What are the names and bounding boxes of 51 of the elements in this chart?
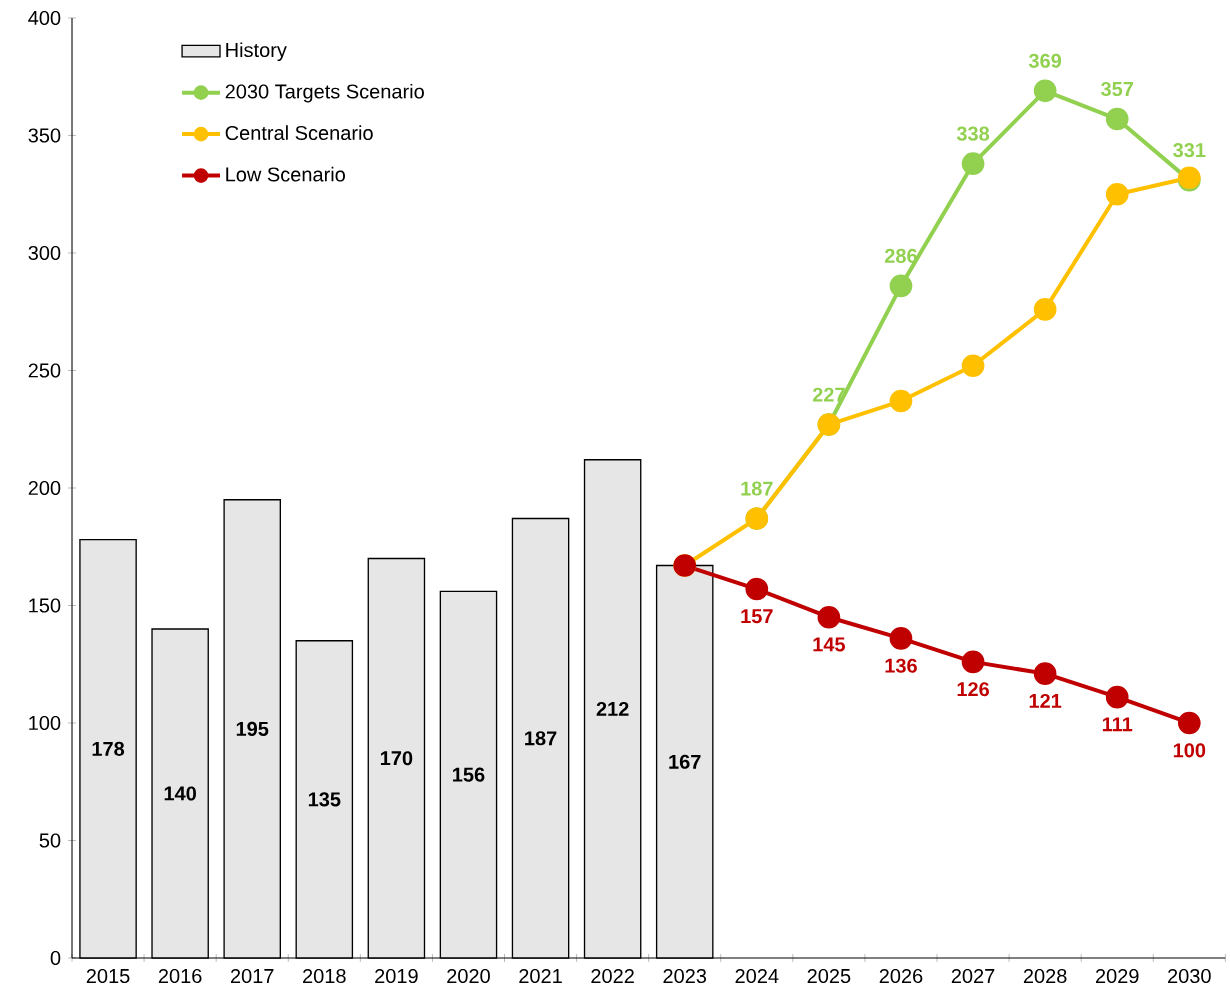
y-tick-label: 400 (28, 10, 61, 26)
legend-label: Low Scenario (226, 166, 345, 182)
x-tick-label: 2017 (230, 968, 274, 984)
x-tick-label: 2024 (735, 968, 779, 984)
data-label: 121 (1029, 693, 1062, 708)
x-tick-label: 2030 (1168, 968, 1211, 984)
legend-label: 2030 Targets Scenario (225, 83, 424, 103)
data-label: 357 (1100, 81, 1134, 97)
data-label: 140 (164, 786, 196, 801)
legend-label: History (226, 42, 287, 62)
y-tick-label: 250 (28, 363, 61, 378)
x-tick-label: 2027 (951, 968, 995, 984)
x-tick-label: 2028 (1023, 968, 1067, 984)
y-tick-label: 350 (28, 128, 61, 143)
data-label: 178 (92, 741, 125, 756)
data-label: 369 (1028, 53, 1062, 68)
data-label: 338 (956, 126, 990, 141)
data-label: 135 (308, 792, 341, 807)
data-label: 286 (884, 248, 917, 263)
x-tick-label: 2026 (879, 968, 923, 984)
x-tick-label: 2019 (375, 968, 418, 984)
y-tick-label: 100 (29, 715, 61, 731)
data-label: 331 (1173, 143, 1206, 158)
x-tick-label: 2015 (86, 968, 130, 984)
data-label: 187 (525, 731, 557, 746)
data-label: 111 (1102, 717, 1133, 732)
data-label: 126 (957, 682, 989, 697)
y-tick-label: 150 (29, 598, 61, 613)
x-tick-label: 2020 (447, 968, 490, 984)
data-label: 145 (813, 637, 845, 652)
x-tick-label: 2021 (519, 968, 562, 984)
data-label: 157 (741, 609, 773, 624)
x-tick-label: 2025 (807, 968, 851, 984)
data-label: 167 (669, 754, 701, 769)
y-tick-label: 0 (50, 950, 61, 966)
data-label: 100 (1173, 743, 1206, 758)
y-tick-label: 50 (39, 833, 61, 848)
data-label: 156 (453, 767, 485, 782)
legend-label: Central Scenario (225, 125, 373, 141)
data-label: 170 (380, 751, 413, 766)
data-label: 212 (596, 701, 629, 716)
y-tick-label: 200 (28, 480, 61, 496)
x-tick-label: 2022 (591, 968, 634, 984)
y-tick-label: 300 (28, 245, 61, 261)
data-label: 187 (741, 481, 773, 496)
data-label: 136 (885, 658, 917, 673)
x-tick-label: 2018 (303, 968, 346, 984)
x-tick-label: 2016 (158, 968, 202, 984)
data-label: 195 (236, 721, 269, 736)
x-tick-label: 2023 (663, 968, 707, 984)
x-tick-label: 2029 (1095, 968, 1139, 984)
